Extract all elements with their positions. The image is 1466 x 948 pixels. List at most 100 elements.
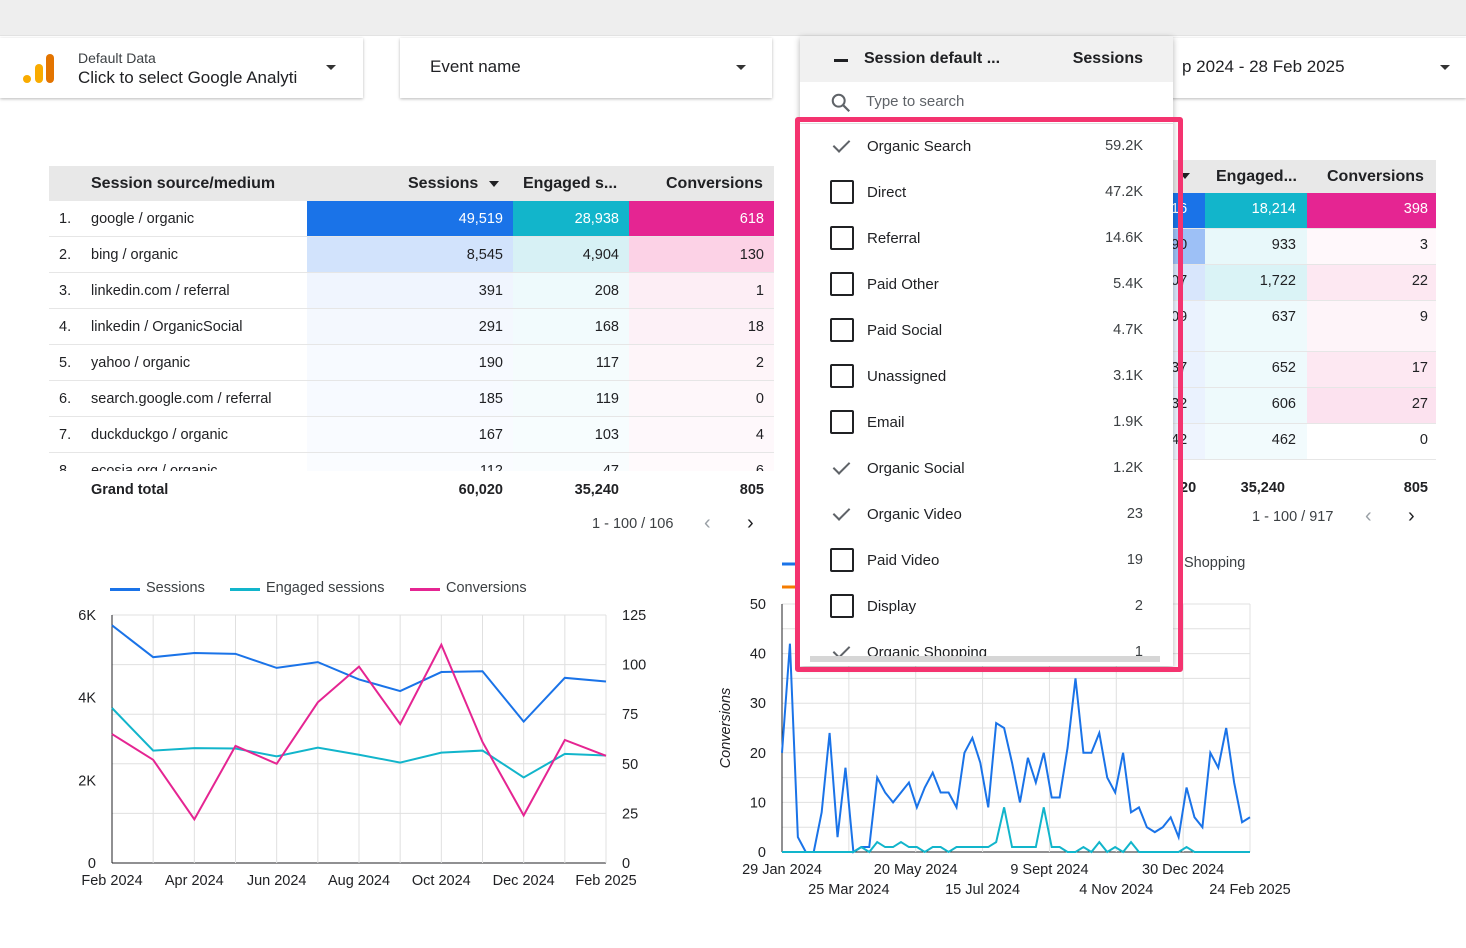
- total-sessions: 60,020: [458, 482, 503, 498]
- legend-label: Conversions: [446, 580, 527, 596]
- table-row[interactable]: 90 933 3: [1168, 229, 1436, 265]
- checkmark-icon[interactable]: [830, 134, 854, 158]
- filter-option[interactable]: Display 2: [800, 588, 1173, 634]
- filter-option[interactable]: Direct 47.2K: [800, 174, 1173, 220]
- header-conversions[interactable]: Conversions: [666, 175, 763, 192]
- series-line-conversions: [111, 642, 607, 822]
- chevron-left-icon[interactable]: ‹: [1365, 505, 1372, 527]
- table-row[interactable]: 4. linkedin / OrganicSocial 291 168 18: [49, 309, 774, 345]
- dropdown-search: [800, 82, 1173, 124]
- x-tick-label: 24 Feb 2025: [1209, 882, 1290, 898]
- grand-total-row: Grand total 60,020 35,240 805: [49, 479, 774, 503]
- x-tick-label: 30 Dec 2024: [1142, 862, 1224, 878]
- conversions-value: 9: [1419, 309, 1428, 325]
- y-left-tick-label: 6K: [78, 608, 96, 624]
- x-tick-label: Oct 2024: [412, 873, 471, 889]
- engaged-value: 462: [1271, 432, 1296, 448]
- engaged-cell: 28,938: [513, 201, 629, 236]
- filter-option[interactable]: Organic Shopping 1: [800, 634, 1173, 656]
- option-count: 3.1K: [1113, 368, 1143, 384]
- data-source-control[interactable]: Default Data Click to select Google Anal…: [0, 38, 363, 98]
- chevron-down-icon[interactable]: [326, 65, 336, 70]
- table-row[interactable]: 16 18,214 398: [1168, 193, 1436, 229]
- table-row[interactable]: 09 637 9: [1168, 301, 1436, 352]
- filter-option[interactable]: Paid Other 5.4K: [800, 266, 1173, 312]
- filter-option[interactable]: Paid Video 19: [800, 542, 1173, 588]
- sort-desc-icon[interactable]: [489, 181, 499, 187]
- date-range-control[interactable]: p 2024 - 28 Feb 2025: [1168, 38, 1466, 98]
- table-row[interactable]: 6. search.google.com / referral 185 119 0: [49, 381, 774, 417]
- legend-label: Engaged sessions: [266, 580, 385, 596]
- chevron-down-icon[interactable]: [1440, 65, 1450, 70]
- filter-option[interactable]: Organic Search 59.2K: [800, 128, 1173, 174]
- conversions-cell: 9: [1307, 301, 1436, 351]
- conversions-value: 398: [1403, 201, 1428, 217]
- checkbox[interactable]: [830, 180, 854, 204]
- sessions-value: 16: [1171, 201, 1188, 217]
- event-name-control[interactable]: Event name: [400, 38, 772, 98]
- row-source: duckduckgo / organic: [91, 427, 229, 443]
- sessions-cell: 16: [1168, 193, 1205, 228]
- table-row[interactable]: 07 1,722 22: [1168, 265, 1436, 301]
- filter-option[interactable]: Organic Video 23: [800, 496, 1173, 542]
- total-conversions: 805: [1403, 480, 1428, 496]
- header-source[interactable]: Session source/medium: [91, 175, 276, 192]
- engaged-value: 933: [1271, 237, 1296, 253]
- checkmark-icon[interactable]: [830, 502, 854, 526]
- chevron-right-icon[interactable]: ›: [747, 512, 754, 534]
- sessions-cell: 391: [307, 273, 513, 308]
- filter-option[interactable]: Referral 14.6K: [800, 220, 1173, 266]
- table-row[interactable]: 37 652 17: [1168, 352, 1436, 388]
- chevron-down-icon[interactable]: [736, 65, 746, 70]
- table-row[interactable]: 8. ecosia.org / organic 112 47 6: [49, 453, 774, 471]
- data-source-title: Default Data: [78, 50, 156, 66]
- header-engaged[interactable]: Engaged s...: [523, 175, 618, 192]
- x-tick-label: 4 Nov 2024: [1079, 882, 1153, 898]
- option-count: 1.2K: [1113, 460, 1143, 476]
- sort-desc-icon[interactable]: [1180, 173, 1190, 179]
- chevron-left-icon[interactable]: ‹: [704, 512, 711, 534]
- header-conversions[interactable]: Conversions: [1327, 168, 1424, 185]
- y-right-tick-label: 0: [622, 856, 630, 872]
- checkbox[interactable]: [830, 226, 854, 250]
- checkmark-icon[interactable]: [830, 640, 854, 656]
- table-row[interactable]: 3. linkedin.com / referral 391 208 1: [49, 273, 774, 309]
- filter-option[interactable]: Unassigned 3.1K: [800, 358, 1173, 404]
- checkmark-icon[interactable]: [830, 456, 854, 480]
- y-tick-label: 50: [750, 597, 766, 613]
- checkbox[interactable]: [830, 318, 854, 342]
- table-row[interactable]: 1. google / organic 49,519 28,938 618: [49, 201, 774, 237]
- option-count: 4.7K: [1113, 322, 1143, 338]
- chevron-right-icon[interactable]: ›: [1408, 505, 1415, 527]
- option-label: Organic Social: [867, 460, 965, 477]
- filter-option[interactable]: Organic Social 1.2K: [800, 450, 1173, 496]
- header-sessions[interactable]: Sessions: [408, 175, 479, 192]
- table-row[interactable]: 7. duckduckgo / organic 167 103 4: [49, 417, 774, 453]
- grand-total-label: Grand total: [91, 482, 169, 498]
- filter-option[interactable]: Email 1.9K: [800, 404, 1173, 450]
- checkbox[interactable]: [830, 272, 854, 296]
- checkbox[interactable]: [830, 364, 854, 388]
- pagination: 1 - 100 / 106 ‹ ›: [592, 512, 754, 534]
- checkbox[interactable]: [830, 594, 854, 618]
- sessions-cell: 90: [1168, 229, 1205, 264]
- conversions-cell: 27: [1307, 388, 1436, 423]
- header-engaged[interactable]: Engaged...: [1216, 168, 1297, 185]
- checkbox[interactable]: [830, 410, 854, 434]
- table-header: Engaged... Conversions: [1168, 160, 1436, 193]
- conversions-cell: 4: [629, 417, 774, 452]
- search-input[interactable]: [866, 93, 1146, 110]
- table-row[interactable]: 2. bing / organic 8,545 4,904 130: [49, 237, 774, 273]
- table-row[interactable]: 42 462 0: [1168, 424, 1436, 460]
- y-tick-label: 30: [750, 696, 766, 712]
- x-tick-label: Jun 2024: [247, 873, 307, 889]
- checkbox[interactable]: [830, 548, 854, 572]
- sessions-value: 42: [1171, 432, 1188, 448]
- horizontal-scrollbar[interactable]: [810, 656, 1160, 662]
- option-count: 19: [1126, 552, 1143, 568]
- deselect-all-checkbox[interactable]: [830, 49, 852, 71]
- table-row[interactable]: 32 606 27: [1168, 388, 1436, 424]
- conversions-cell: 17: [1307, 352, 1436, 387]
- filter-option[interactable]: Paid Social 4.7K: [800, 312, 1173, 358]
- table-row[interactable]: 5. yahoo / organic 190 117 2: [49, 345, 774, 381]
